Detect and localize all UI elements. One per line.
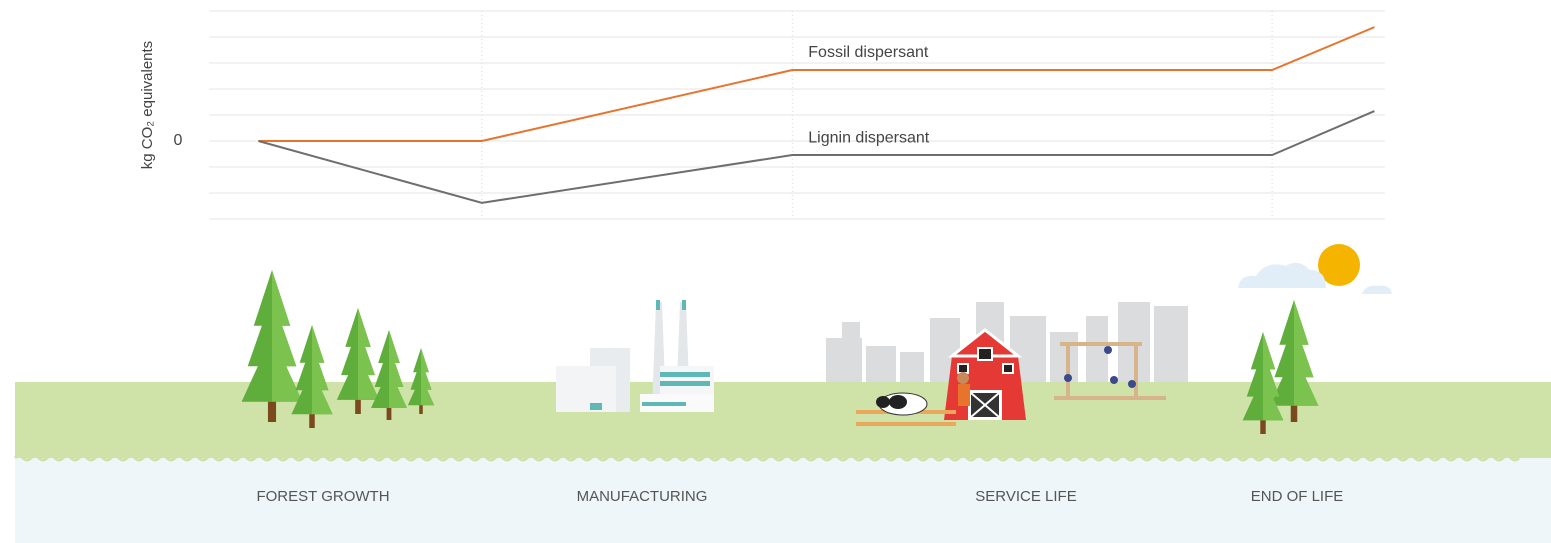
stage-label: FOREST GROWTH — [256, 488, 389, 505]
y-tick-label: 0 — [174, 132, 183, 149]
stage-label: END OF LIFE — [1251, 488, 1344, 505]
y-axis-label: kg CO₂ equivalents — [139, 41, 156, 169]
page: FOREST GROWTH MANUFACTURING SERVICE LIFE… — [0, 0, 1551, 543]
series-line — [258, 111, 1374, 203]
series-label: Lignin dispersant — [808, 129, 930, 146]
stage-label: SERVICE LIFE — [975, 488, 1076, 505]
series-label: Fossil dispersant — [808, 44, 929, 61]
stage-label: MANUFACTURING — [577, 488, 708, 505]
